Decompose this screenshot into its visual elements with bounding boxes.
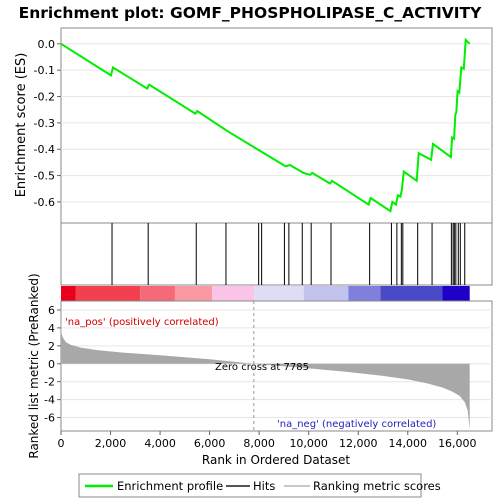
es-y-tick-label: -0.2: [34, 91, 55, 104]
color-bar-segment: [140, 286, 175, 301]
x-tick-label: 16,000: [438, 437, 477, 450]
color-bar-segment: [212, 286, 255, 301]
metric-y-tick-label: -4: [44, 394, 55, 407]
es-y-tick-label: -0.1: [34, 64, 55, 77]
x-tick-label: 8,000: [243, 437, 275, 450]
x-tick-label: 10,000: [289, 437, 328, 450]
es-y-axis-label: Enrichment score (ES): [14, 53, 29, 198]
chart-title: Enrichment plot: GOMF_PHOSPHOLIPASE_C_AC…: [19, 4, 482, 22]
legend-enrichment-profile-label: Enrichment profile: [117, 479, 223, 493]
ranking-color-bar: [61, 286, 470, 301]
legend-ranking-metric-label: Ranking metric scores: [313, 479, 441, 493]
zero-cross-label: Zero cross at 7785: [215, 362, 309, 373]
color-bar-segment: [174, 286, 213, 301]
es-panel-frame: [60, 27, 493, 224]
metric-y-tick-label: -6: [44, 412, 55, 425]
metric-y-tick-label: -2: [44, 376, 55, 389]
positive-correlation-label: 'na_pos' (positively correlated): [65, 317, 219, 328]
color-bar-segment: [380, 286, 443, 301]
metric-y-tick-label: 2: [48, 340, 55, 353]
hits-panel: [60, 222, 493, 286]
color-bar-segment: [303, 286, 349, 301]
enrichment-profile-line: [60, 37, 471, 213]
ranking-metric-area: [61, 304, 470, 430]
negative-correlation-label: 'na_neg' (negatively correlated): [277, 419, 436, 430]
es-y-tick-label: -0.6: [34, 196, 55, 209]
legend: Enrichment profile Hits Ranking metric s…: [78, 473, 441, 498]
color-bar-segment: [254, 286, 304, 301]
x-tick-label: 2,000: [95, 437, 127, 450]
legend-hits-label: Hits: [253, 479, 275, 493]
metric-y-tick-label: 0: [48, 358, 55, 371]
x-tick-label: 14,000: [389, 437, 428, 450]
x-tick-label: 4,000: [144, 437, 176, 450]
metric-y-axis-label: Ranked list metric (PreRanked): [27, 273, 41, 458]
color-bar-segment: [61, 286, 76, 301]
x-tick-label: 12,000: [339, 437, 378, 450]
metric-y-tick-label: 4: [48, 322, 55, 335]
x-axis: 0 2,000 4,000 6,000 8,000 10,000 12,000 14,000 1…: [58, 431, 477, 450]
color-bar-segment: [442, 286, 470, 301]
metric-panel: 6 4 2 0 -2 -4 -6 'na_pos' (positively correlat…: [27, 273, 493, 459]
es-y-tick-label: -0.4: [34, 143, 55, 156]
color-bar-segment: [348, 286, 381, 301]
metric-y-tick-label: 6: [48, 304, 55, 317]
es-y-tick-label: -0.3: [34, 117, 55, 130]
x-tick-label: 6,000: [194, 437, 226, 450]
x-tick-label: 0: [58, 437, 65, 450]
es-y-tick-label: 0.0: [38, 38, 56, 51]
x-axis-label: Rank in Ordered Dataset: [202, 453, 350, 467]
hits-panel-frame: [60, 222, 493, 286]
color-bar-segment: [75, 286, 141, 301]
es-y-tick-label: -0.5: [34, 170, 55, 183]
es-panel: 0.0 -0.1 -0.2 -0.3 -0.4 -0.5 -0.6 Enrichment s…: [14, 27, 493, 224]
